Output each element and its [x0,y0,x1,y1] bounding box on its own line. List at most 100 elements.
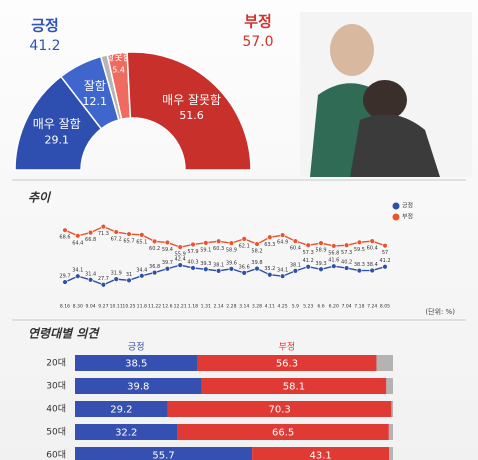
point [62,227,68,233]
x-tick-label: 7.24 [367,304,377,310]
category-label: 60대 [46,450,66,460]
point [164,266,171,272]
point [331,243,337,249]
point-label: 63.3 [264,242,275,248]
bar-segment [177,424,389,440]
point-label: 57.3 [341,250,352,256]
x-tick-label: 8.16 [60,304,70,310]
point-label: 62.1 [239,243,250,249]
point-label: 57.9 [187,249,198,255]
x-tick-label: 12.21 [174,304,187,310]
point-label: 64.9 [277,240,288,246]
point [164,239,171,246]
point-label: 39.7 [162,260,173,266]
point [267,272,273,278]
point [318,266,324,272]
point-label: 27.7 [98,276,109,282]
point [356,239,363,246]
segment-label: 매우 잘못함 [162,93,221,107]
point [343,242,350,248]
x-tick-label: 6.6 [317,304,324,310]
bar-segment [252,447,390,460]
point-label: 31.9 [111,271,122,277]
point [279,273,286,279]
column-header: 긍정 [128,342,145,353]
line-title: 추이 [28,191,52,205]
x-tick-label: 10.25 [122,304,135,310]
point-label: 57.3 [303,250,314,256]
point [87,229,94,236]
point-label: 58.2 [251,249,262,255]
bar-segment [376,355,393,371]
x-tick-label: 6.20 [329,304,339,310]
bar-value: 56.3 [276,359,298,370]
point-label: 55.9 [175,252,186,258]
point-label: 34.4 [136,267,147,273]
bar-segment [391,401,393,417]
bar-segment [389,447,393,460]
bar-value: 38.5 [125,359,147,370]
point-label: 35.2 [264,266,275,272]
segment-label: 잘못함 [106,52,131,64]
x-tick-label: 10.11 [110,304,123,310]
x-tick-label: 11.22 [148,304,161,310]
point-label: 68.6 [59,235,70,241]
point-label: 65.1 [136,239,147,245]
point-label: 58.9 [315,248,326,254]
point-label: 34.1 [277,268,288,274]
x-tick-label: 3.14 [239,304,249,310]
bar-segment [75,355,198,371]
point [126,277,132,284]
legend-label: 긍정 [402,203,413,210]
point [139,273,145,279]
point [75,273,81,279]
point-label: 31 [126,272,132,278]
group-name: 부정 [244,13,272,31]
point [177,244,183,250]
point [177,262,183,268]
bar-value: 32.2 [115,428,137,439]
point [369,238,375,244]
point [87,277,94,283]
x-tick-label: 5.9 [292,304,299,310]
legend-swatch [392,202,400,210]
column-header: 부정 [279,342,296,353]
point-label: 38.1 [290,262,301,268]
point [203,266,209,272]
point [382,242,388,249]
point-label: 38.4 [367,262,378,268]
point-label: 60.2 [149,246,160,252]
point-label: 29.7 [59,274,70,280]
point-label: 60.4 [290,246,301,252]
segment-value: 29.1 [44,133,69,146]
point-label: 39.8 [251,260,262,266]
point [292,238,299,244]
bar-segment [201,378,387,394]
x-tick-label: 2.28 [226,304,236,310]
x-tick-label: 8.05 [380,304,390,310]
point-label: 40.2 [341,260,352,266]
point [241,270,247,276]
point-label: 39.6 [226,260,237,266]
point [190,241,196,248]
point [305,242,311,248]
x-tick-label: 9.04 [85,304,95,310]
segment-value: 51.6 [179,109,204,122]
photo [300,12,472,177]
x-tick-label: 12.6 [162,304,172,310]
bar-segment [75,424,178,440]
bar-value: 58.1 [283,382,305,393]
x-tick-label: 5.23 [303,304,313,310]
point-label: 39.3 [200,261,211,267]
point-label: 60.3 [213,246,224,252]
point-label: 58.9 [226,248,237,254]
point-label: 66.8 [85,237,96,243]
point [331,263,337,269]
bar-value: 39.8 [127,382,149,393]
point-label: 71.3 [98,231,109,237]
point [113,276,119,282]
point-label: 41.6 [328,258,339,264]
point-label: 36.8 [149,264,160,270]
category-label: 50대 [46,427,66,438]
bar-segment [75,378,202,394]
